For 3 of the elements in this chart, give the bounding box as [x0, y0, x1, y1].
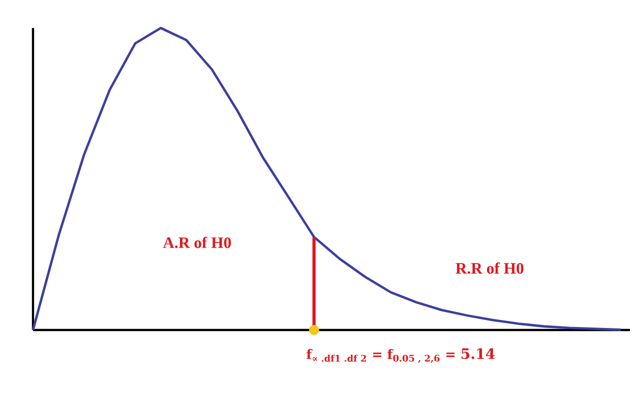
text: $\text{f}_{\text{∝ .df1 .df 2}} \text{ = f}_{\text{0.05 , 2,6}} \text{ = }\text{\Large 5.14}$: [306, 348, 495, 363]
annotation: R.R of H0: [456, 262, 524, 274]
annotation: A.R of H0: [163, 236, 231, 248]
